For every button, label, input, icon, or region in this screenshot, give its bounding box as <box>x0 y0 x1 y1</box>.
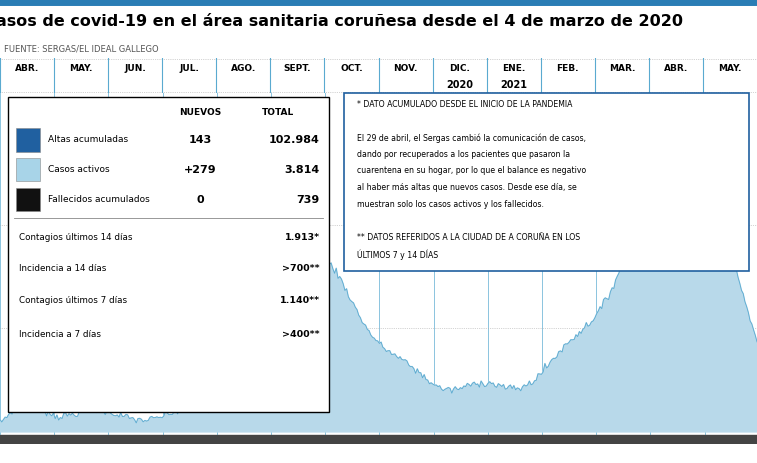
Text: Incidencia a 7 días: Incidencia a 7 días <box>19 331 101 339</box>
Text: OCT.: OCT. <box>340 64 363 73</box>
Text: 2020: 2020 <box>446 81 473 90</box>
Text: TOTAL: TOTAL <box>262 108 294 117</box>
Text: Incidencia a 14 días: Incidencia a 14 días <box>19 264 106 273</box>
Text: Contagios últimos 14 días: Contagios últimos 14 días <box>19 233 132 242</box>
Text: 1.140**: 1.140** <box>279 296 319 305</box>
Text: 739: 739 <box>297 194 319 205</box>
Text: AGO.: AGO. <box>231 64 256 73</box>
Text: ÚLTIMOS 7 y 14 DÍAS: ÚLTIMOS 7 y 14 DÍAS <box>357 250 438 260</box>
Bar <box>16 128 40 151</box>
Text: 0: 0 <box>197 194 204 205</box>
Text: NOV.: NOV. <box>394 64 418 73</box>
Text: ABR.: ABR. <box>664 64 688 73</box>
Text: muestran solo los casos activos y los fallecidos.: muestran solo los casos activos y los fa… <box>357 200 544 208</box>
Bar <box>16 158 40 181</box>
Text: ** DATOS REFERIDOS A LA CIUDAD DE A CORUÑA EN LOS: ** DATOS REFERIDOS A LA CIUDAD DE A CORU… <box>357 233 580 242</box>
Text: DIC.: DIC. <box>449 64 470 73</box>
Text: FEB.: FEB. <box>556 64 579 73</box>
Text: +279: +279 <box>184 165 217 175</box>
Text: >700**: >700** <box>282 264 319 273</box>
Text: * DATO ACUMULADO DESDE EL INICIO DE LA PANDEMIA: * DATO ACUMULADO DESDE EL INICIO DE LA P… <box>357 100 572 109</box>
Bar <box>16 188 40 211</box>
Text: 3.814: 3.814 <box>285 165 319 175</box>
Text: El 29 de abril, el Sergas cambió la comunicación de casos,: El 29 de abril, el Sergas cambió la comu… <box>357 133 586 143</box>
Text: FUENTE: SERGAS/EL IDEAL GALLEGO: FUENTE: SERGAS/EL IDEAL GALLEGO <box>4 44 158 53</box>
Text: asos de covid-19 en el área sanitaria coruñesa desde el 4 de marzo de 2020: asos de covid-19 en el área sanitaria co… <box>0 14 684 30</box>
Text: 1.913*: 1.913* <box>285 233 319 242</box>
Text: JUL.: JUL. <box>179 64 199 73</box>
Text: JUN.: JUN. <box>124 64 146 73</box>
Text: al haber más altas que nuevos casos. Desde ese día, se: al haber más altas que nuevos casos. Des… <box>357 183 576 192</box>
Text: ABR.: ABR. <box>15 64 39 73</box>
Text: MAY.: MAY. <box>70 64 93 73</box>
Text: NUEVOS: NUEVOS <box>179 108 222 117</box>
Text: dando por recuperados a los pacientes que pasaron la: dando por recuperados a los pacientes qu… <box>357 150 570 159</box>
Text: ENE.: ENE. <box>502 64 525 73</box>
Text: 102.984: 102.984 <box>269 135 319 145</box>
Text: SEPT.: SEPT. <box>284 64 311 73</box>
Text: Contagios últimos 7 días: Contagios últimos 7 días <box>19 296 127 305</box>
Text: >400**: >400** <box>282 331 319 339</box>
Text: MAR.: MAR. <box>609 64 635 73</box>
Text: Altas acumuladas: Altas acumuladas <box>48 135 128 144</box>
Text: MAY.: MAY. <box>718 64 742 73</box>
Text: cuarentena en su hogar, por lo que el balance es negativo: cuarentena en su hogar, por lo que el ba… <box>357 166 586 175</box>
Text: Fallecidos acumulados: Fallecidos acumulados <box>48 195 150 204</box>
Text: Casos activos: Casos activos <box>48 165 110 174</box>
Text: 2021: 2021 <box>500 81 527 90</box>
Text: 143: 143 <box>189 135 212 145</box>
